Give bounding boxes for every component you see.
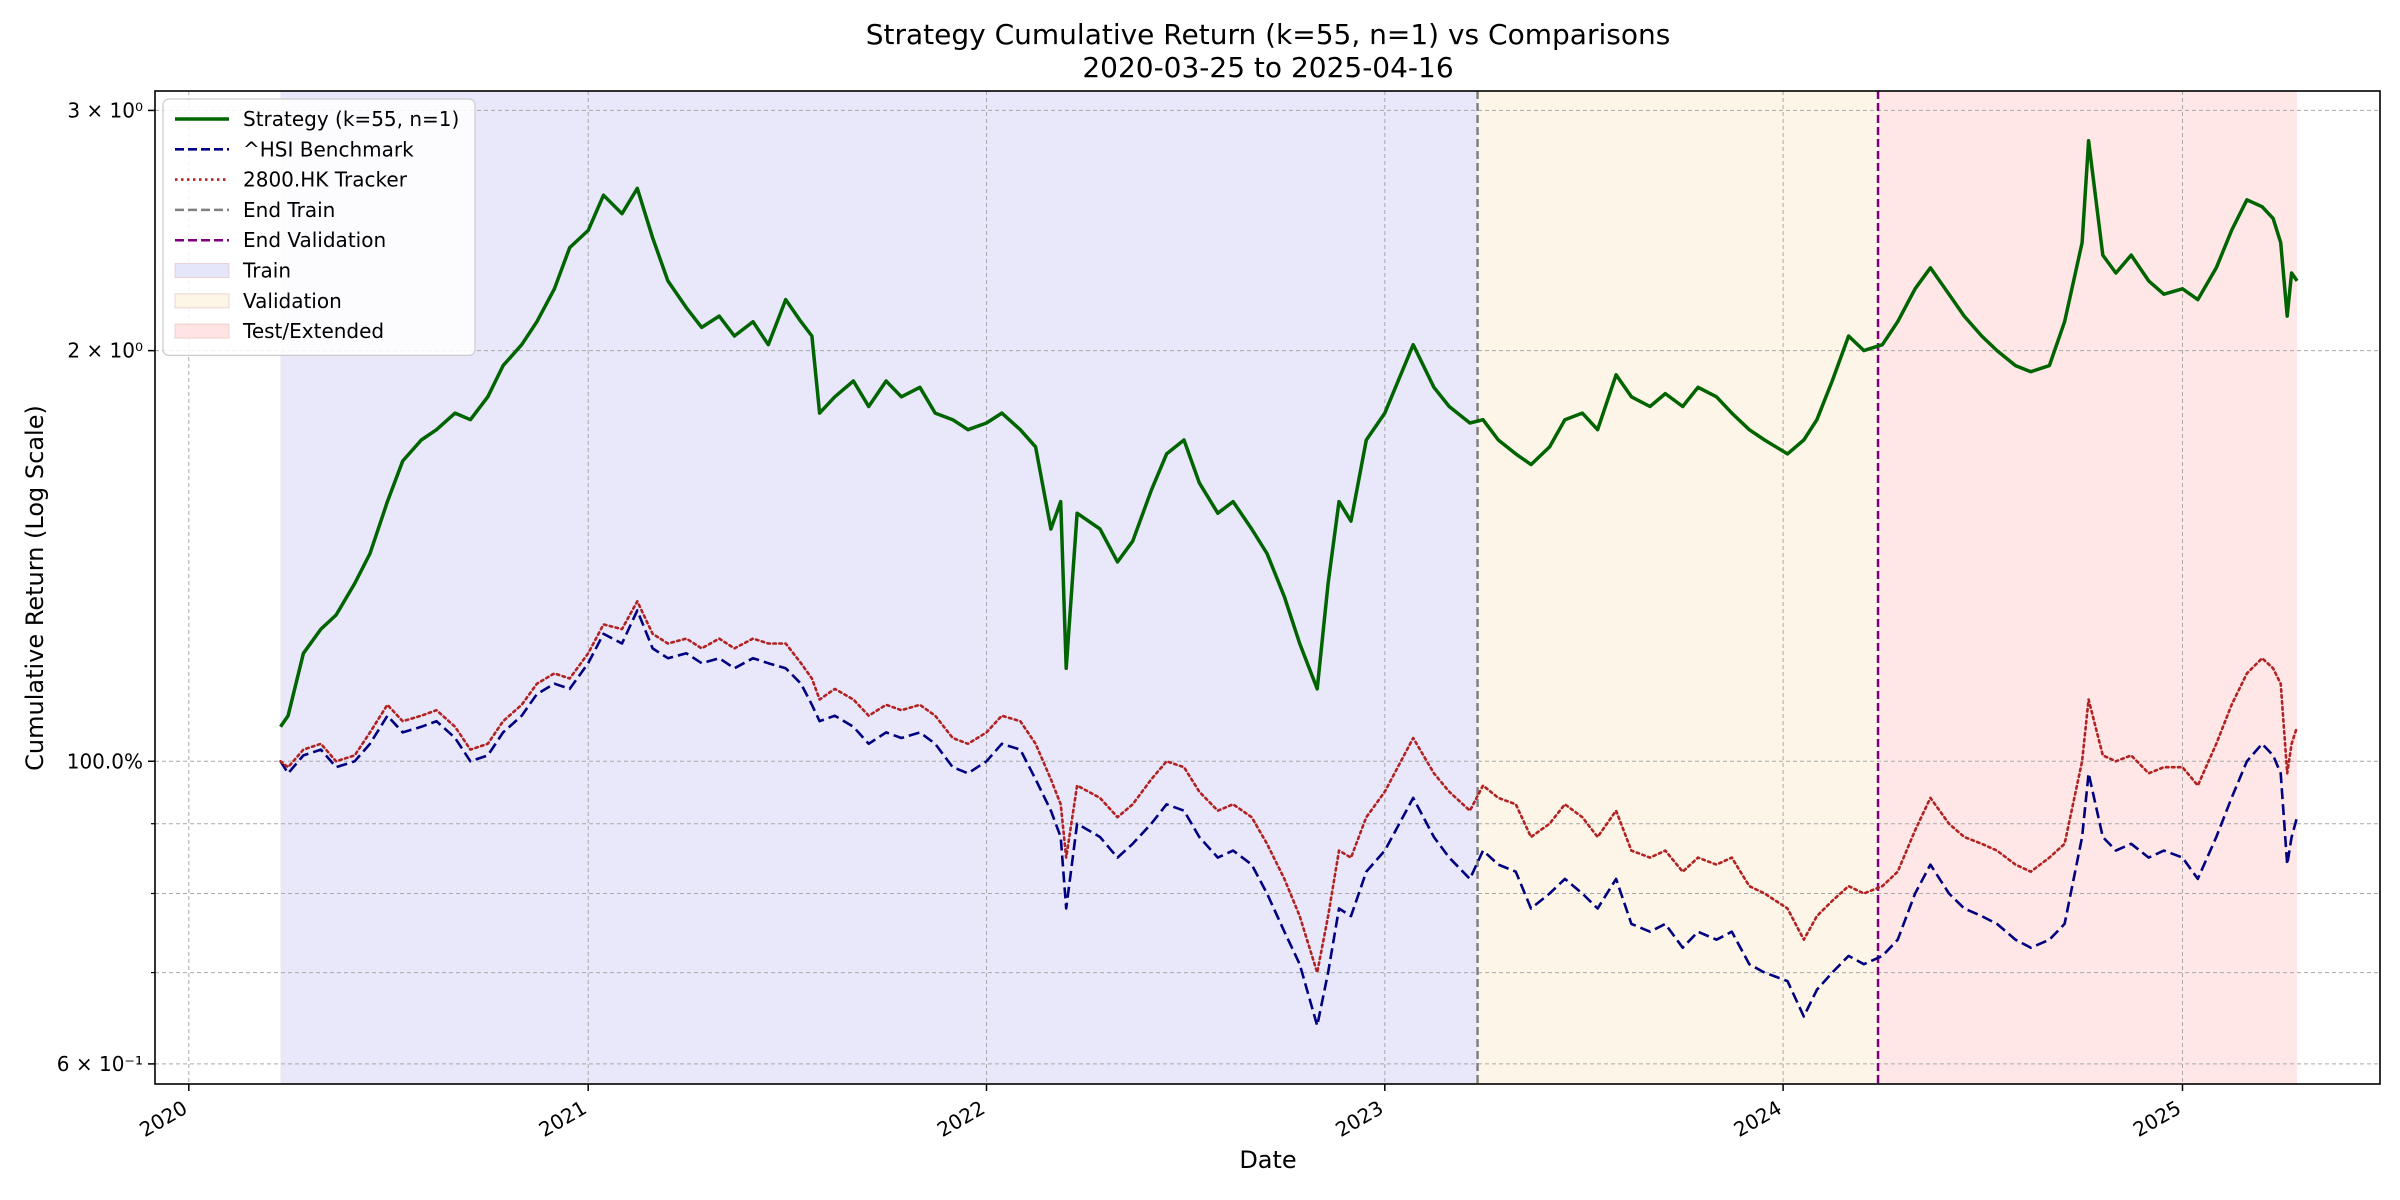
x-tick-label: 2025 xyxy=(2129,1096,2185,1142)
y-tick-label: 100.0% xyxy=(67,749,143,773)
y-axis-label: Cumulative Return (Log Scale) xyxy=(21,405,49,771)
legend-swatch-test-extended xyxy=(174,323,230,339)
legend-label-end-train: End Train xyxy=(243,198,335,222)
plot-frame xyxy=(154,90,2381,1085)
chart-title: Strategy Cumulative Return (k=55, n=1) v… xyxy=(866,18,1671,51)
x-axis-label: Date xyxy=(1239,1146,1296,1174)
x-tick-label: 2023 xyxy=(1331,1096,1387,1142)
series-strategy-k-55-n-1 xyxy=(279,139,2299,728)
split-lines xyxy=(1476,91,1880,1084)
legend-box xyxy=(162,98,476,356)
legend-swatch-train xyxy=(174,263,230,278)
legend-label-2800-hk-tracker: 2800.HK Tracker xyxy=(243,168,408,192)
y-tick-label: 6 × 10⁻¹ xyxy=(57,1052,143,1076)
legend-label-hsi-benchmark: ^HSI Benchmark xyxy=(243,137,414,161)
region-bands xyxy=(280,91,2298,1084)
series-lines xyxy=(279,139,2299,1027)
legend-label-strategy-k-55-n-1: Strategy (k=55, n=1) xyxy=(243,107,459,131)
x-tick-label: 2022 xyxy=(933,1096,989,1142)
legend-label-test-extended: Test/Extended xyxy=(242,319,384,343)
x-tick-label: 2024 xyxy=(1730,1096,1786,1142)
series-2800-hk-tracker xyxy=(279,600,2299,974)
legend-label-end-validation: End Validation xyxy=(243,228,386,252)
y-tick-label: 3 × 10⁰ xyxy=(67,98,143,122)
series-hsi-benchmark xyxy=(279,609,2299,1027)
y-tick-label: 2 × 10⁰ xyxy=(67,339,143,363)
x-tick-label: 2020 xyxy=(135,1096,191,1142)
x-tick-label: 2021 xyxy=(535,1096,591,1142)
grid-lines xyxy=(155,91,2380,1084)
legend-swatch-validation xyxy=(174,293,230,309)
legend: Strategy (k=55, n=1) ^HSI Benchmark 2800.H… xyxy=(162,98,476,356)
legend-label-validation: Validation xyxy=(243,289,342,313)
legend-label-train: Train xyxy=(242,259,291,283)
region-test-extended xyxy=(1878,91,2298,1084)
region-validation xyxy=(1477,91,1879,1084)
chart-subtitle: 2020-03-25 to 2025-04-16 xyxy=(1082,51,1453,84)
